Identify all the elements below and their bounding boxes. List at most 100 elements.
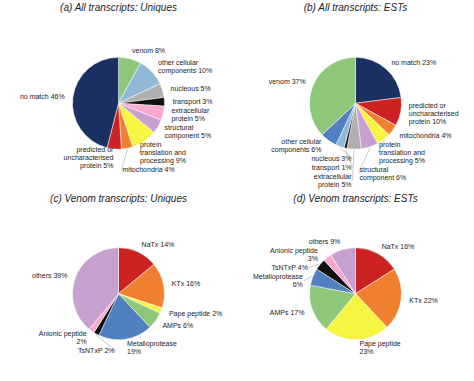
slice-label-line: Metalloprotease [253, 273, 303, 281]
slice-label: AMPs 6% [162, 322, 193, 329]
pie: NaTx 16% KTx 22% Pape peptide23% AMPs 17% Me… [253, 238, 438, 355]
slice-label-line: processing 9% [140, 157, 186, 165]
slice-label-line: protein 5% [80, 162, 113, 170]
slice-label: venom 8% [132, 47, 165, 54]
slice-label-line: transport 1% [312, 164, 352, 172]
slice-label-line: nucleous 5% [171, 85, 211, 92]
slice-labels: venom 8% other cellularcomponents 10% nucl… [20, 47, 213, 173]
slice-label-line: processing 5% [379, 157, 425, 165]
slice-labels: no match 23%predicted oruncharacterisedp… [269, 59, 459, 189]
slice-label: Pape peptide23% [360, 340, 401, 355]
pie-panel: (d) Venom transcripts: ESTsNaTx 16%KTx 2… [253, 193, 438, 356]
slice-label: KTx 22% [409, 297, 437, 304]
slice-label-line: extracellular [314, 173, 352, 180]
slice-label-line: protein [140, 141, 162, 149]
slice-label-line: NaTx 14% [142, 241, 175, 248]
slice-label-line: structural [164, 124, 193, 131]
slice-label: transport 1% [312, 164, 352, 172]
slice-label-line: components 6% [271, 146, 321, 154]
slice-label: others 9% [309, 238, 341, 245]
slice-label-line: TsNTxP 4% [271, 264, 307, 271]
slice-label-line: no match 23% [391, 59, 436, 66]
pie: venom 8% other cellularcomponents 10% nucl… [20, 47, 213, 173]
wedges [309, 57, 401, 149]
slice-label-line: translation and [140, 149, 186, 156]
slice-label: other cellularcomponents 6% [271, 138, 322, 154]
pie: no match 23%predicted oruncharacterisedp… [269, 57, 459, 189]
slice-labels: NaTx 16% KTx 22% Pape peptide23% AMPs 17% Me… [253, 238, 438, 355]
slice-label: Anionic peptide2% [39, 330, 87, 345]
chart-title: (a) All transcripts: Uniques [60, 2, 177, 13]
wedges [72, 57, 164, 149]
slice-label: predicted oruncharacterisedprotein 5% [64, 146, 114, 170]
slice-label-line: no match 46% [20, 93, 65, 100]
slice-label-line: Pape peptide 2% [169, 310, 222, 318]
slice-label: nucleous 3% [311, 155, 351, 162]
slice-label-line: Pape peptide [360, 340, 401, 348]
slice-label: other cellularcomponents 10% [158, 58, 212, 74]
slice-label-line: others 9% [309, 238, 341, 245]
slice-label-line: nucleous 3% [311, 155, 351, 162]
leader-line [309, 264, 319, 268]
slice-label-line: transport 3% [173, 98, 213, 106]
slice-label-line: AMPs 6% [162, 322, 193, 329]
slice-label-line: Anionic peptide [270, 247, 318, 255]
slice-label-line: 19% [127, 348, 141, 355]
leader-line [353, 150, 355, 180]
slice-label-line: KTx 22% [409, 297, 437, 304]
slice-label-line: 23% [360, 348, 374, 355]
slice-label: venom 37% [269, 78, 306, 85]
slice-label-line: other cellular [281, 138, 322, 145]
slice-label-line: protein 10% [409, 118, 446, 126]
chart-title: (c) Venom transcripts: Uniques [50, 193, 187, 204]
slice-label: Anionic peptide3% [270, 247, 318, 262]
slice-label-line: KTx 16% [172, 280, 200, 287]
wedges [72, 248, 164, 340]
slice-label-line: protein 5% [318, 181, 351, 189]
pie-slice [331, 248, 356, 294]
slice-label-line: protein 5% [171, 115, 204, 123]
slice-label: predicted oruncharacterisedprotein 10% [409, 102, 459, 126]
slice-label-line: components 10% [158, 66, 212, 74]
wedges [309, 248, 401, 340]
pie: NaTx 14% KTx 16% Pape peptide 2% AMPs 6% Met… [32, 241, 222, 355]
chart-title: (b) All transcripts: ESTs [304, 2, 408, 13]
slice-label-line: mitochondria 4% [123, 166, 175, 173]
pie-slice [309, 57, 355, 134]
slice-label: NaTx 14% [142, 241, 175, 248]
slice-label-line: Anionic peptide [39, 330, 87, 338]
slice-label-line: 2% [76, 338, 86, 345]
slice-label: structuralcomponent 6% [360, 166, 407, 182]
slice-label: NaTx 16% [382, 243, 415, 250]
slice-label: mitochondria 4% [123, 166, 175, 173]
slice-label-line: venom 37% [269, 78, 306, 85]
slice-label: TsNTxP 2% [78, 347, 114, 354]
slice-label-line: extracellular [171, 107, 209, 114]
slice-label: Metalloprotease6% [253, 273, 303, 288]
slice-label: Pape peptide 2% [169, 310, 222, 318]
slice-label-line: 6% [293, 281, 303, 288]
slice-label-line: structural [360, 166, 389, 173]
slice-labels: NaTx 14% KTx 16% Pape peptide 2% AMPs 6% Met… [32, 241, 222, 355]
pie-slice [72, 57, 118, 148]
slice-label-line: protein [379, 141, 401, 149]
slice-label-line: component 6% [360, 174, 407, 182]
slice-label: KTx 16% [172, 280, 200, 287]
slice-label: mitochondria 4% [399, 132, 451, 139]
slice-label-line: predicted or [409, 102, 447, 110]
pie-slice [72, 248, 118, 329]
slice-label-line: uncharacterised [409, 110, 459, 117]
pie-panel: (c) Venom transcripts: Uniques NaTx 14% KT… [32, 193, 222, 355]
slice-label: proteintranslation andprocessing 5% [379, 141, 425, 165]
slice-label-line: other cellular [158, 58, 199, 65]
pie-panel: (a) All transcripts: Uniques venom 8% othe… [20, 2, 213, 173]
slice-label: structuralcomponent 5% [164, 124, 211, 140]
slice-label-line: AMPs 17% [270, 309, 305, 316]
slice-label-line: TsNTxP 2% [78, 347, 114, 354]
leader-line [304, 276, 312, 280]
slice-label-line: Metalloprotease [127, 340, 177, 348]
slice-label-line: uncharacterised [64, 154, 114, 161]
slice-label-line: 3% [308, 255, 318, 262]
slice-label: proteintranslation andprocessing 9% [140, 141, 186, 165]
slice-label: others 39% [32, 272, 67, 279]
